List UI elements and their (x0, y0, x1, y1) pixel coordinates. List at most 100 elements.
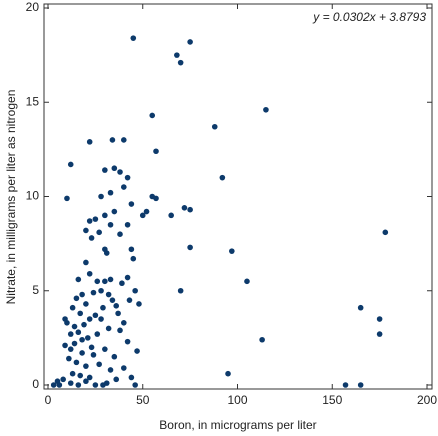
point (211, 123, 218, 130)
point (96, 229, 102, 236)
point (117, 169, 123, 175)
point (84, 335, 91, 341)
point (56, 382, 63, 388)
point (71, 340, 78, 347)
point (92, 312, 99, 319)
point (69, 370, 76, 377)
point (107, 276, 114, 283)
point (102, 167, 108, 173)
point (259, 336, 265, 343)
point (92, 216, 99, 222)
x-tick-label: 200 (417, 393, 437, 407)
point (83, 259, 89, 266)
point (92, 382, 99, 388)
point (187, 244, 193, 251)
point (86, 316, 93, 322)
point (263, 106, 269, 113)
point (90, 352, 97, 358)
point (107, 367, 114, 373)
point (107, 221, 114, 228)
equation: y = 0.0302x + 3.8793 (312, 10, 426, 24)
point (139, 212, 146, 219)
point (94, 331, 101, 337)
point (187, 39, 193, 45)
point (96, 361, 102, 368)
point (109, 137, 116, 143)
point (62, 342, 68, 349)
point (75, 276, 82, 283)
point (174, 52, 180, 58)
point (342, 382, 349, 388)
x-axis-label: Boron, in micrograms per liter (159, 418, 316, 432)
y-tick-label: 20 (26, 0, 40, 14)
point (124, 338, 131, 345)
point (117, 231, 123, 237)
point (98, 287, 104, 294)
point (244, 278, 250, 285)
point (376, 316, 383, 322)
point (88, 344, 95, 351)
point (75, 382, 82, 388)
point (83, 363, 89, 369)
point (143, 208, 150, 215)
point (130, 255, 137, 262)
point (83, 378, 89, 385)
point (382, 229, 389, 236)
point (121, 184, 127, 190)
y-tick-label: 10 (26, 189, 40, 203)
point (111, 208, 118, 215)
point (62, 316, 68, 322)
point (86, 374, 93, 381)
point (121, 319, 127, 326)
point (73, 359, 80, 366)
point (121, 137, 127, 143)
point (357, 382, 364, 388)
point (187, 206, 193, 213)
point (81, 321, 87, 328)
point (67, 346, 74, 352)
point (77, 372, 84, 379)
point (86, 270, 93, 277)
point (73, 295, 80, 302)
point (124, 221, 131, 228)
point (77, 310, 84, 317)
point (149, 112, 156, 119)
point (50, 382, 57, 388)
point (79, 336, 85, 343)
point (132, 287, 138, 294)
point (128, 374, 135, 381)
point (177, 287, 184, 294)
point (102, 212, 108, 219)
point (153, 195, 159, 202)
y-tick-label: 5 (32, 283, 39, 297)
point (67, 331, 74, 337)
point (136, 301, 142, 307)
point (119, 280, 125, 287)
point (121, 365, 127, 371)
x-tick-label: 150 (322, 393, 342, 407)
point (98, 193, 104, 200)
point (75, 329, 82, 336)
point (83, 301, 89, 307)
point (102, 346, 108, 352)
point (71, 323, 78, 330)
point (83, 227, 89, 234)
point (67, 161, 74, 168)
y-tick-label: 0 (32, 377, 39, 391)
point (64, 195, 70, 202)
point (132, 382, 138, 388)
x-tick-label: 100 (227, 393, 247, 407)
point (107, 189, 114, 196)
point (60, 376, 66, 383)
point (79, 350, 85, 356)
point (124, 274, 131, 281)
point (105, 291, 112, 298)
point (113, 303, 120, 309)
x-tick-label: 0 (45, 393, 52, 407)
point (128, 201, 135, 207)
point (357, 304, 364, 311)
point (168, 212, 174, 219)
point (102, 278, 108, 285)
y-axis-label: Nitrate, in milligrams per liter as nitr… (4, 90, 18, 305)
